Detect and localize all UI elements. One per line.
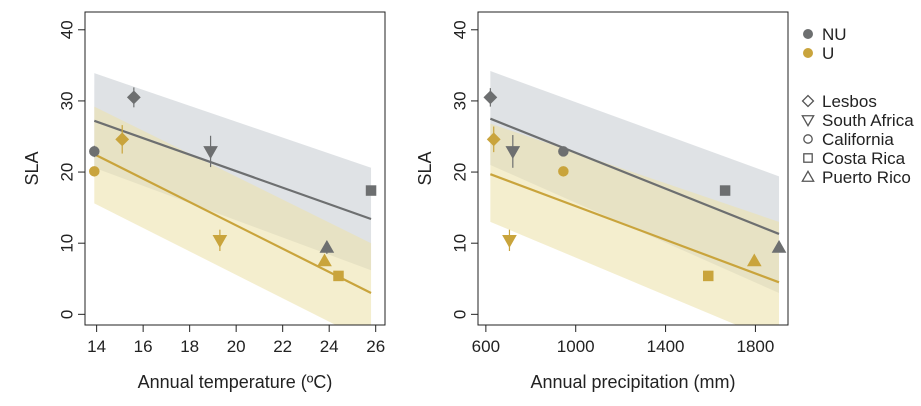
x-tick-label: 26 [366,337,385,356]
x-tick-label: 14 [87,337,106,356]
x-axis-label: Annual precipitation (mm) [530,372,735,392]
y-tick-label: 30 [58,91,77,110]
fit-line-U [93,153,372,294]
y-tick-label: 0 [451,310,470,319]
legend-marker-NU [803,29,813,39]
plot-frame [477,11,789,326]
y-tick-label: 20 [58,163,77,182]
legend-label-diamond: Lesbos [822,92,877,111]
data-point-U [703,270,714,282]
x-tick-label: 1400 [647,337,685,356]
data-point-U [89,166,100,177]
x-tick-label: 22 [273,337,292,356]
y-tick-label: 0 [58,310,77,319]
legend-marker-square [803,153,813,163]
legend-label-NU: NU [822,25,847,44]
data-point-NU [558,146,569,157]
legend-marker-triangle-up [801,170,815,182]
x-tick-label: 600 [472,337,500,356]
y-tick-label: 10 [451,234,470,253]
x-tick-label: 18 [180,337,199,356]
data-point-U [558,166,569,177]
legend-marker-U [803,48,813,58]
y-tick-label: 40 [451,20,470,39]
data-point-NU [483,90,498,105]
data-point-NU [505,146,521,159]
legend-label-U: U [822,44,834,63]
data-point-U [333,270,344,282]
data-point-NU [719,185,731,196]
data-point-U [317,253,332,267]
legend-label-square: Costa Rica [822,149,906,168]
y-tick-label: 40 [58,20,77,39]
plot-frame [84,11,386,326]
y-axis-label: SLA [22,151,42,185]
data-point-NU [365,185,377,196]
legend-label-triangle-up: Puerto Rico [822,168,911,187]
y-axis-label: SLA [415,151,435,185]
data-point-U [115,132,130,147]
x-axis-label: Annual temperature (ºC) [138,372,333,392]
x-tick-label: 1800 [737,337,775,356]
x-tick-label: 1000 [557,337,595,356]
legend-marker-circle [803,134,813,144]
confidence-band-U [94,106,372,325]
x-tick-label: 24 [320,337,339,356]
y-tick-label: 10 [58,234,77,253]
data-point-U [212,235,228,248]
x-tick-label: 20 [227,337,246,356]
fit-line-NU [489,117,780,235]
data-point-U [746,253,762,267]
plot-area [89,73,377,325]
panel-2: 600 1000 1400 1800 0 10 20 30 40 Annual precipita… [415,11,789,392]
data-point-NU [203,146,218,159]
data-point-NU [126,90,141,105]
fit-line-U [489,173,780,284]
panel-1: 14 16 18 20 22 24 26 0 10 20 30 40 Annual temperatur… [22,11,386,392]
data-point-NU [771,239,787,253]
x-tick-label: 16 [134,337,153,356]
legend-marker-diamond [801,94,815,108]
data-point-NU [319,239,335,253]
y-tick-label: 30 [451,91,470,110]
legend-label-triangle-down: South Africa [822,111,914,130]
data-point-U [486,132,501,147]
legend-label-circle: California [822,130,894,149]
data-point-U [502,235,517,248]
fit-line-NU [93,119,372,221]
data-point-NU [89,146,100,157]
y-tick-label: 20 [451,163,470,182]
legend-marker-triangle-down [801,115,815,127]
plot-area [483,71,787,325]
